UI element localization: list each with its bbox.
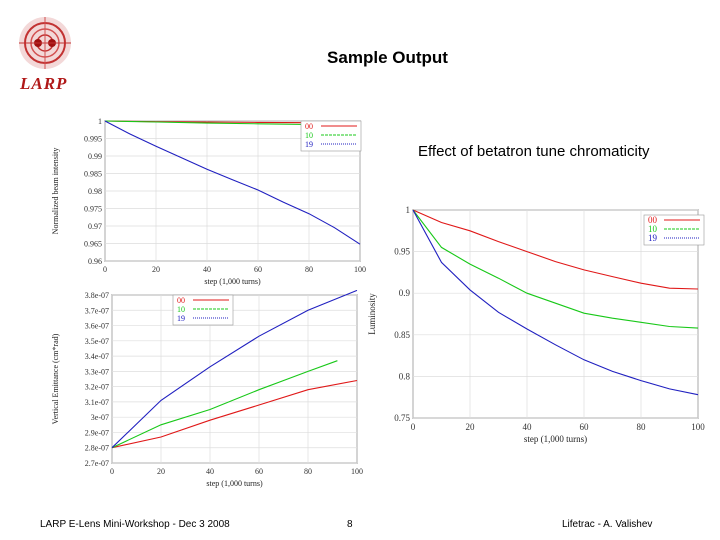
x-tick-label: 40 bbox=[203, 265, 211, 274]
series-line-00 bbox=[111, 379, 358, 449]
y-tick-label: 3.2e-07 bbox=[85, 383, 109, 392]
series-line-19 bbox=[104, 120, 361, 245]
x-tick-label: 80 bbox=[305, 265, 313, 274]
accelerator-logo-icon bbox=[19, 17, 71, 69]
y-tick-label: 3.7e-07 bbox=[85, 306, 109, 315]
slide-subtitle: Effect of betatron tune chromaticity bbox=[418, 143, 650, 160]
x-tick-label: 80 bbox=[637, 422, 647, 432]
y-tick-label: 2.7e-07 bbox=[85, 459, 109, 468]
y-tick-label: 3.3e-07 bbox=[85, 367, 109, 376]
x-tick-label: 0 bbox=[103, 265, 107, 274]
intensity-chart: 0 20 40 60 80 100 1 0.995 0.99 0.985 0.98 0.975 0.97… bbox=[51, 117, 366, 286]
footer-author: Lifetrac - A. Valishev bbox=[562, 519, 653, 530]
y-tick-label: 3.1e-07 bbox=[85, 398, 109, 407]
y-tick-label: 0.75 bbox=[394, 413, 410, 423]
x-tick-label: 100 bbox=[351, 467, 363, 476]
x-tick-label: 0 bbox=[411, 422, 416, 432]
x-tick-label: 60 bbox=[580, 422, 590, 432]
y-tick-label: 0.96 bbox=[88, 257, 102, 266]
logo-text: LARP bbox=[20, 74, 68, 93]
legend-label-19: 19 bbox=[305, 140, 313, 149]
x-tick-label: 20 bbox=[157, 467, 165, 476]
legend-label-00: 00 bbox=[305, 122, 313, 131]
y-tick-label: 0.98 bbox=[88, 187, 102, 196]
legend-label-10: 10 bbox=[648, 224, 658, 234]
y-tick-label: 3e-07 bbox=[91, 413, 109, 422]
x-tick-label: 40 bbox=[523, 422, 533, 432]
x-tick-label: 100 bbox=[354, 265, 366, 274]
legend-label-19: 19 bbox=[648, 233, 658, 243]
y-tick-label: 0.985 bbox=[84, 170, 102, 179]
series-line-19 bbox=[412, 209, 699, 396]
slide-title: Sample Output bbox=[327, 48, 448, 67]
x-tick-label: 0 bbox=[110, 467, 114, 476]
y-tick-label: 0.965 bbox=[84, 240, 102, 249]
legend-label-10: 10 bbox=[177, 305, 185, 314]
y-tick-label: 1 bbox=[406, 205, 411, 215]
footer-page-number: 8 bbox=[347, 519, 353, 530]
x-tick-label: 40 bbox=[206, 467, 214, 476]
footer-workshop: LARP E-Lens Mini-Workshop - Dec 3 2008 bbox=[40, 519, 230, 530]
luminosity-chart: 0 20 40 60 80 100 1 0.95 0.9 0.85 0.8 0.75 step (1,0… bbox=[367, 205, 705, 444]
legend-label-19: 19 bbox=[177, 314, 185, 323]
series-line-10 bbox=[111, 360, 338, 449]
y-tick-label: 0.99 bbox=[88, 152, 102, 161]
x-axis-label: step (1,000 turns) bbox=[204, 277, 261, 286]
y-tick-label: 3.8e-07 bbox=[85, 291, 109, 300]
legend-label-10: 10 bbox=[305, 131, 313, 140]
y-tick-label: 0.975 bbox=[84, 205, 102, 214]
larp-logo bbox=[14, 14, 76, 94]
y-tick-label: 0.97 bbox=[88, 222, 102, 231]
x-tick-label: 20 bbox=[466, 422, 476, 432]
x-tick-label: 20 bbox=[152, 265, 160, 274]
x-axis-label: step (1,000 turns) bbox=[524, 434, 587, 444]
x-tick-label: 80 bbox=[304, 467, 312, 476]
x-axis-label: step (1,000 turns) bbox=[206, 479, 263, 488]
y-axis-label: Normalized beam intensity bbox=[51, 148, 60, 235]
y-tick-label: 2.9e-07 bbox=[85, 428, 109, 437]
series-line-00 bbox=[412, 209, 699, 290]
y-tick-label: 3.5e-07 bbox=[85, 337, 109, 346]
y-tick-label: 0.85 bbox=[394, 330, 410, 340]
emittance-chart: 0 20 40 60 80 100 3.8e-07 3.7e-07 3.6e-07 3.5e-07… bbox=[51, 290, 363, 488]
legend-label-00: 00 bbox=[648, 215, 658, 225]
x-tick-label: 60 bbox=[255, 467, 263, 476]
series-line-10 bbox=[412, 209, 699, 329]
y-tick-label: 1 bbox=[98, 117, 102, 126]
y-tick-label: 0.8 bbox=[399, 371, 411, 381]
y-tick-label: 0.995 bbox=[84, 135, 102, 144]
series-line-19 bbox=[111, 290, 358, 449]
legend-label-00: 00 bbox=[177, 296, 185, 305]
y-axis-label: Luminosity bbox=[367, 293, 377, 335]
plot-frame bbox=[111, 294, 358, 464]
x-tick-label: 60 bbox=[254, 265, 262, 274]
y-tick-label: 0.9 bbox=[399, 288, 411, 298]
y-axis-label: Vertical Emittance (cm*rad) bbox=[51, 333, 60, 424]
y-tick-label: 3.4e-07 bbox=[85, 352, 109, 361]
y-tick-label: 0.95 bbox=[394, 247, 410, 257]
x-tick-label: 100 bbox=[691, 422, 705, 432]
y-tick-label: 2.8e-07 bbox=[85, 444, 109, 453]
y-tick-label: 3.6e-07 bbox=[85, 322, 109, 331]
